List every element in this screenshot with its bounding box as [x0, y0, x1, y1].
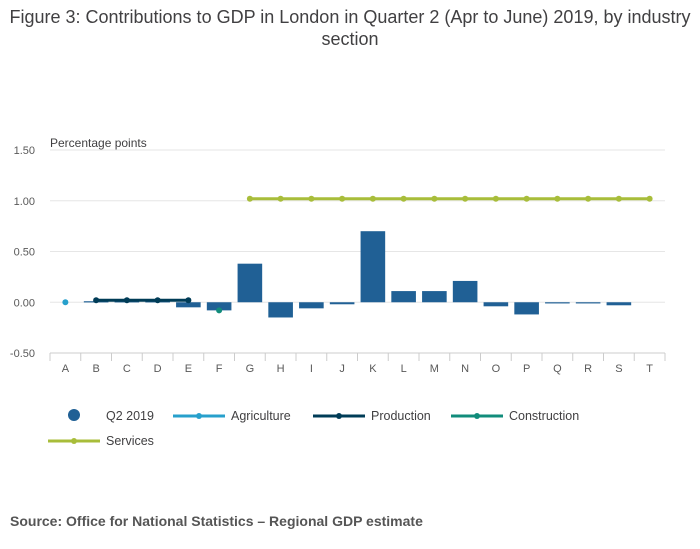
services-point — [615, 195, 622, 202]
production-point — [93, 297, 100, 304]
bar-P — [514, 302, 539, 315]
bar-S — [606, 302, 632, 306]
x-tick-label: H — [277, 363, 285, 375]
y-tick-label: -0.50 — [10, 348, 35, 360]
bar-J — [329, 302, 355, 305]
production-point — [154, 297, 161, 304]
services-point — [492, 195, 499, 202]
bar-K — [360, 231, 386, 303]
source-note: Source: Office for National Statistics –… — [10, 513, 423, 529]
services-point — [523, 195, 530, 202]
bar-N — [452, 280, 478, 303]
x-tick-label: P — [523, 363, 530, 375]
y-axis-label: Percentage points — [50, 136, 147, 150]
bar-H — [268, 302, 293, 318]
legend-label-production: Production — [371, 409, 431, 423]
bar-G — [237, 263, 263, 303]
services-point — [554, 195, 561, 202]
y-tick-label: 1.50 — [14, 145, 35, 157]
x-tick-label: N — [461, 363, 469, 375]
bar-O — [483, 302, 509, 307]
services-point — [646, 195, 653, 202]
services-point — [431, 195, 438, 202]
production-point — [185, 297, 192, 304]
legend-marker-production — [336, 413, 342, 419]
x-tick-label: Q — [553, 363, 562, 375]
y-tick-label: 0.50 — [14, 247, 35, 259]
x-tick-label: D — [154, 363, 162, 375]
legend-label-q2-2019: Q2 2019 — [106, 409, 154, 423]
services-point — [308, 195, 315, 202]
x-tick-label: G — [246, 363, 255, 375]
x-tick-label: M — [430, 363, 439, 375]
legend-marker-construction — [474, 413, 480, 419]
bar-L — [391, 291, 416, 303]
legend-label-agriculture: Agriculture — [231, 409, 291, 423]
x-tick-label: S — [615, 363, 622, 375]
construction-point — [216, 307, 223, 314]
bar-E — [176, 302, 201, 308]
x-tick-label: F — [216, 363, 223, 375]
production-point — [123, 297, 130, 304]
bar-I — [299, 302, 324, 309]
agriculture-point — [62, 299, 69, 306]
services-point — [462, 195, 469, 202]
x-tick-label: B — [92, 363, 99, 375]
y-tick-label: 1.00 — [14, 196, 35, 208]
bar-M — [422, 291, 447, 303]
services-point — [400, 195, 407, 202]
x-tick-label: J — [339, 363, 345, 375]
services-point — [277, 195, 284, 202]
x-tick-label: T — [646, 363, 653, 375]
x-tick-label: R — [584, 363, 592, 375]
legend-marker-services — [71, 438, 77, 444]
x-tick-label: K — [369, 363, 377, 375]
legend-swatch-q2-2019 — [68, 409, 80, 421]
legend-marker-agriculture — [196, 413, 202, 419]
x-tick-label: C — [123, 363, 131, 375]
bar-R — [575, 302, 601, 304]
legend-label-construction: Construction — [509, 409, 579, 423]
chart-title: Figure 3: Contributions to GDP in London… — [9, 7, 691, 49]
x-tick-label: E — [185, 363, 192, 375]
x-tick-label: I — [310, 363, 313, 375]
services-point — [585, 195, 592, 202]
services-point — [246, 195, 253, 202]
x-tick-label: L — [401, 363, 407, 375]
legend-label-services: Services — [106, 434, 154, 448]
bar-F — [206, 302, 232, 311]
services-point — [369, 195, 376, 202]
x-tick-label: O — [492, 363, 501, 375]
services-point — [339, 195, 346, 202]
bar-Q — [545, 302, 570, 304]
y-tick-label: 0.00 — [14, 297, 35, 309]
x-tick-label: A — [62, 363, 70, 375]
